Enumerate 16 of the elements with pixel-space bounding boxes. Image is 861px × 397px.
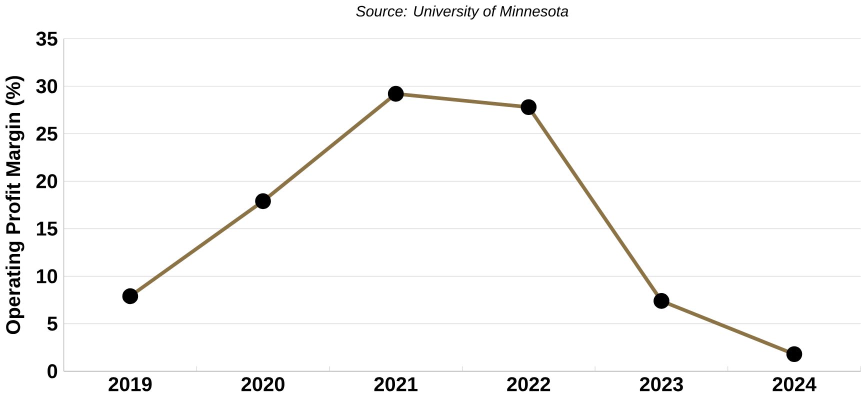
y-tick-label: 20	[36, 174, 58, 188]
y-tick-label: 0	[48, 364, 58, 378]
x-tick-label: 2022	[507, 377, 550, 392]
y-axis-title: Operating Profit Margin (%)	[6, 76, 24, 334]
x-tick-label: 2021	[374, 377, 418, 392]
y-tick-label: 5	[47, 316, 58, 331]
y-tick-label: 30	[36, 79, 58, 94]
y-tick-label: 15	[36, 222, 58, 236]
x-tick-label: 2024	[772, 377, 816, 392]
y-tick-label: 35	[36, 32, 58, 46]
source-note: Source: University of Minnesota	[356, 6, 568, 20]
y-tick-label: 10	[36, 269, 58, 284]
y-tick-label: 25	[36, 126, 58, 141]
x-tick-label: 2019	[108, 377, 152, 392]
x-tick-label: 2020	[242, 377, 284, 392]
x-tick-label: 2023	[640, 377, 683, 392]
